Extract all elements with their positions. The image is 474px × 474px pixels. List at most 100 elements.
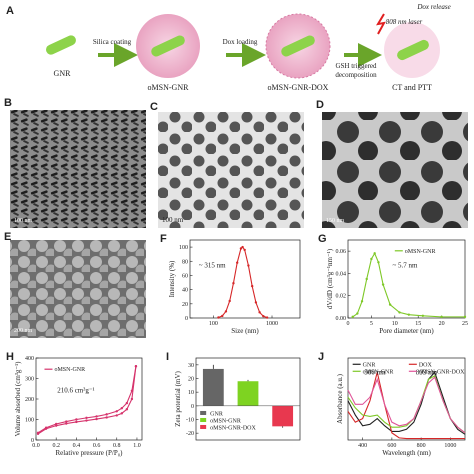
x-tick-label: 1000	[266, 321, 278, 327]
step-label: oMSN-GNR-DOX	[268, 83, 329, 92]
x-axis-label: Wavelength (nm)	[382, 449, 431, 457]
x-tick-label: 800	[417, 443, 426, 449]
y-tick-label: -20	[186, 431, 194, 437]
data-point	[241, 245, 244, 249]
panel-label: D	[316, 99, 324, 111]
data-point	[235, 261, 239, 264]
annotation: 210.6 cm³g⁻¹	[57, 386, 94, 394]
data-line	[218, 246, 268, 319]
panel-label: B	[4, 97, 12, 109]
annotation: ~ 315 nm	[199, 261, 226, 269]
data-point	[440, 315, 443, 319]
x-tick-label: 1000	[444, 443, 456, 449]
scale-bar: 100 nm	[14, 218, 33, 224]
data-point	[125, 408, 129, 411]
data-point	[360, 300, 364, 303]
panel-label: E	[4, 231, 11, 243]
data-point	[407, 313, 411, 316]
data-point	[232, 282, 235, 285]
step-label: GNR	[54, 69, 72, 78]
y-tick-label: 100	[179, 245, 188, 251]
x-tick-label: 0.2	[52, 443, 60, 449]
y-tick-label: 20	[188, 377, 194, 383]
y-tick-label: 400	[25, 356, 34, 362]
bar	[237, 381, 259, 406]
y-tick-label: 300	[25, 377, 34, 383]
bar	[272, 405, 294, 427]
release-label: Dox release	[416, 3, 450, 11]
legend-swatch	[200, 417, 207, 422]
x-tick-label: 0.4	[73, 443, 81, 449]
annotation: 500 nm	[364, 368, 386, 376]
data-line	[347, 371, 466, 435]
data-point	[130, 397, 134, 401]
data-point	[377, 261, 380, 264]
data-point	[262, 315, 265, 318]
data-point	[224, 310, 228, 313]
data-point	[265, 316, 269, 319]
laser-bolt	[376, 13, 386, 35]
data-point	[54, 422, 58, 426]
data-point	[258, 311, 261, 314]
y-tick-label: 0	[31, 438, 34, 444]
data-line	[352, 252, 465, 318]
plot-frame	[195, 357, 301, 441]
data-point	[254, 301, 258, 304]
panel-label: C	[150, 101, 158, 113]
data-point	[370, 257, 373, 261]
scale-bar: 100 nm	[162, 216, 184, 224]
data-point	[65, 422, 68, 425]
data-point	[356, 312, 359, 315]
data-point	[243, 248, 246, 252]
arrow-label: GSH triggered	[335, 62, 377, 70]
y-tick-label: -10	[186, 418, 194, 424]
data-point	[365, 277, 368, 281]
plot-frame	[35, 357, 143, 441]
y-tick-label: 0.06	[336, 249, 347, 255]
plot-frame	[347, 239, 466, 319]
data-point	[373, 252, 376, 255]
data-point	[95, 417, 98, 421]
y-axis-label: Volume absorbed (cm³g⁻¹)	[14, 361, 22, 437]
data-point	[65, 420, 68, 423]
plot-frame	[347, 357, 466, 441]
y-tick-label: 0	[185, 316, 188, 322]
data-point	[421, 314, 425, 317]
rod	[46, 35, 76, 55]
data-line	[37, 366, 137, 435]
rod	[397, 39, 429, 61]
scale-bar: 200 nm	[14, 328, 33, 334]
x-tick-label: 1.0	[133, 443, 141, 449]
x-tick-label: 400	[358, 443, 367, 449]
data-point	[105, 416, 108, 419]
y-tick-label: 0	[191, 404, 194, 410]
data-point	[463, 315, 467, 319]
legend-label: GNR	[363, 362, 376, 368]
y-tick-label: 80	[182, 259, 188, 265]
data-point	[105, 413, 108, 416]
laser-label: 808 nm laser	[386, 18, 423, 26]
data-point	[125, 401, 129, 405]
data-point	[247, 264, 250, 267]
legend-label: oMSN-GNR-DOX	[419, 369, 465, 375]
tem-image	[158, 112, 304, 228]
data-point	[85, 419, 88, 422]
data-point	[120, 407, 124, 410]
legend-label: oMSN-GNR	[210, 418, 241, 424]
data-point	[115, 410, 118, 413]
x-tick-label: 25	[462, 321, 468, 327]
data-point	[381, 283, 385, 286]
y-tick-label: 0.04	[336, 271, 347, 277]
panel-label: A	[6, 5, 14, 17]
data-point	[85, 416, 88, 420]
data-point	[130, 389, 134, 392]
x-tick-label: 15	[415, 321, 421, 327]
legend-label: oMSN-GNR	[405, 249, 436, 255]
y-tick-label: 40	[182, 288, 188, 294]
legend-label: oMSN-GNR	[54, 367, 85, 373]
step-label: oMSN-GNR	[148, 83, 190, 92]
rod	[281, 35, 315, 57]
data-line	[347, 376, 466, 434]
legend-label: DOX	[419, 362, 433, 368]
